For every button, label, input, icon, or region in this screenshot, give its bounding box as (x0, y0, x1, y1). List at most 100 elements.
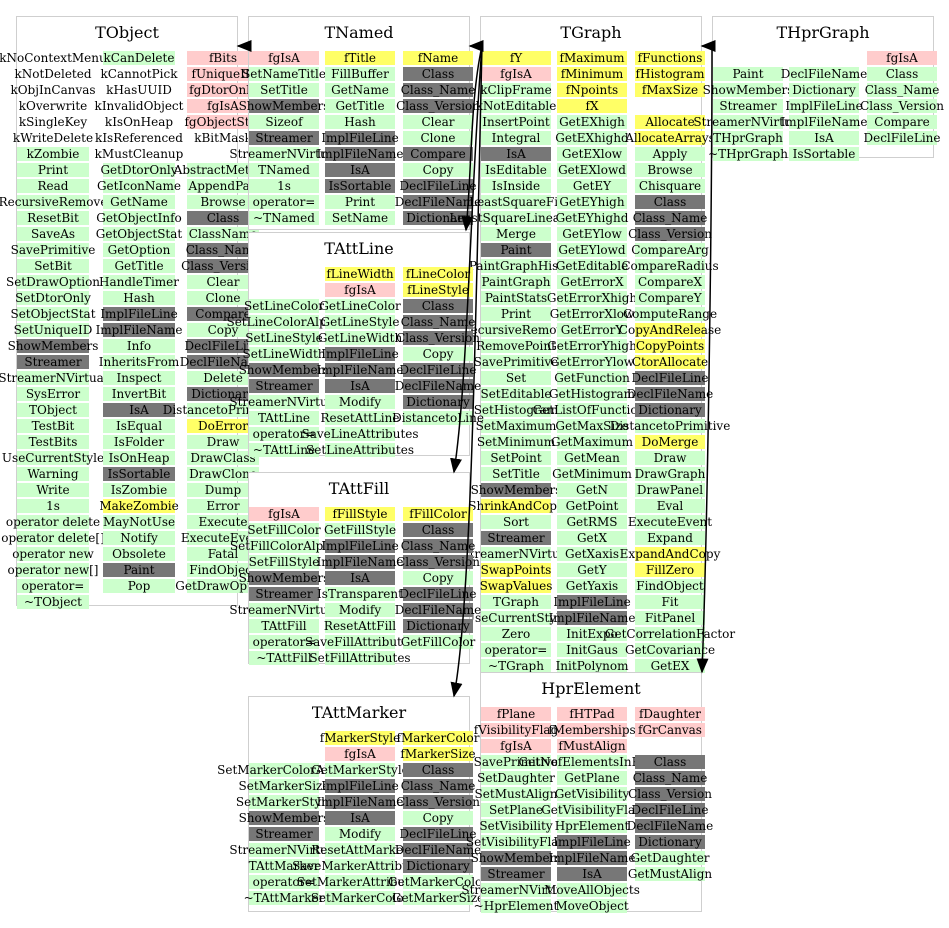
class-title: THprGraph (776, 23, 870, 42)
member-label: GetFillColor (400, 635, 476, 649)
member-isfolder: IsFolder (103, 435, 175, 449)
member-label: Fit (661, 595, 679, 609)
member-tgraph: TGraph (481, 595, 551, 609)
member-label: Integral (491, 131, 541, 145)
member-label: Modify (338, 603, 382, 617)
member-label: Browse (200, 195, 246, 209)
member-showmembers: ShowMembers (471, 851, 561, 865)
member-flinewidth: fLineWidth (325, 267, 395, 281)
member-label: Class_Version (628, 227, 712, 241)
member-label: DeclFileLine (631, 371, 709, 385)
member-obsolete: Obsolete (103, 547, 175, 561)
member-label: FillBuffer (331, 67, 389, 81)
member-label: kNotDeleted (14, 67, 92, 81)
member-getnofelementsinplane: GetNofElementsInPlane (519, 755, 665, 769)
member-label: SaveAs (30, 227, 76, 241)
member-label: operator= (252, 427, 316, 441)
member-setmarkercolor: SetMarkerColor (311, 891, 409, 905)
member-label: fY (509, 51, 523, 65)
member-label: fMarkerSize (400, 747, 476, 761)
member-label: StreamerNVirtual (461, 883, 571, 897)
member-label: GetLineStyle (320, 315, 400, 329)
member-label: Class_Name (632, 211, 708, 225)
member-label: HandleTimer (98, 275, 180, 289)
member-label: Paint (123, 563, 155, 577)
member-label: Set (505, 371, 527, 385)
member-label: Streamer (255, 587, 313, 601)
member-savemarkerattributes: SaveMarkerAttributes (292, 859, 428, 873)
member-label: ImplFileName (316, 795, 404, 809)
member-kmustcleanup: kMustCleanup (95, 147, 184, 161)
member-label: Obsolete (112, 547, 166, 561)
member-label: DrawClass (190, 451, 256, 465)
member-label: Compare (874, 115, 930, 129)
member-implfileline: ImplFileLine (321, 779, 399, 793)
member-label: ImplFileLine (785, 99, 863, 113)
member-label: ImplFileName (548, 611, 636, 625)
member-label: GetFillStyle (323, 523, 397, 537)
member-label: Copy (422, 571, 454, 585)
member-label: StreamerNVirtual (693, 115, 803, 129)
member-label: Dictionary (792, 83, 856, 97)
member-declfileline: DeclFileLine (631, 803, 709, 817)
member-makezombie: MakeZombie (99, 499, 179, 513)
member-label: fFillColor (409, 507, 467, 521)
member-label: Hash (123, 291, 155, 305)
member-label: Execute (198, 515, 248, 529)
member-hash: Hash (103, 291, 175, 305)
member-tattline: ~TAttLine (249, 443, 319, 457)
member-label: Dictionary (406, 395, 470, 409)
member-getexlowd: GetEXlowd (557, 163, 627, 177)
member-label: Class_Version (396, 555, 480, 569)
member-label: TestBits (28, 435, 78, 449)
member-label: IsZombie (110, 483, 168, 497)
member-handletimer: HandleTimer (99, 275, 179, 289)
member-label: ShowMembers (702, 83, 794, 97)
member-kisreferenced: kIsReferenced (95, 131, 183, 145)
member-label: SetFillAttributes (309, 651, 411, 665)
member-label: fLineColor (405, 267, 471, 281)
member-label: GetN (575, 483, 608, 497)
member-implfileline: ImplFileLine (785, 99, 863, 113)
member-getlinewidth: GetLineWidth (318, 331, 402, 345)
member-getlistoffunctions: GetListOfFunctions (533, 403, 651, 417)
member-label: SetMinimum (476, 435, 556, 449)
member-label: GetErrorX (560, 275, 624, 289)
member-gethistogram: GetHistogram (549, 387, 635, 401)
member-label: StreamerNVirtual (229, 395, 339, 409)
member-label: GetDaughter (630, 851, 710, 865)
class-box-tobject: TObject kNoContextMenu kNotDeleted kObjInCa… (0, 16, 283, 609)
member-abstractmethod: AbstractMethod (174, 163, 272, 177)
member-streamernvirtual: StreamerNVirtual (229, 395, 339, 409)
member-label: GetEYhighd (555, 211, 629, 225)
member-eval: Eval (635, 499, 705, 513)
member-label: DeclFileName (626, 819, 714, 833)
member-geterrorx: GetErrorX (557, 275, 627, 289)
member-label: ShowMembers (7, 339, 99, 353)
member-label: Class (885, 67, 919, 81)
member-info: Info (103, 339, 175, 353)
member-iszombie: IsZombie (103, 483, 175, 497)
member-label: Dictionary (191, 387, 255, 401)
member-label: ImplFileLine (321, 131, 399, 145)
member-label: Print (500, 307, 532, 321)
member-getoption: GetOption (103, 243, 175, 257)
member-getfillstyle: GetFillStyle (323, 523, 397, 537)
member-fdaughter: fDaughter (635, 707, 705, 721)
member-label: IsOnHeap (108, 451, 170, 465)
member-label: Info (126, 339, 152, 353)
member-label: Class_Name (400, 83, 476, 97)
member-drawclass: DrawClass (187, 451, 259, 465)
member-isa: IsA (789, 131, 859, 145)
member-label: CompareY (638, 291, 702, 305)
member-resetattline: ResetAttLine (321, 411, 399, 425)
member-label: Streamer (255, 131, 313, 145)
member-label: Notify (120, 531, 158, 545)
member-sort: Sort (481, 515, 551, 529)
member-fgrcanvas: fGrCanvas (635, 723, 705, 737)
member-label: operator delete (5, 515, 101, 529)
member-label: UseCurrentStyle (1, 451, 105, 465)
member-label: kCannotPick (100, 67, 178, 81)
member-expandandcopy: ExpandAndCopy (620, 547, 720, 561)
member-label: CopyPoints (635, 339, 705, 353)
